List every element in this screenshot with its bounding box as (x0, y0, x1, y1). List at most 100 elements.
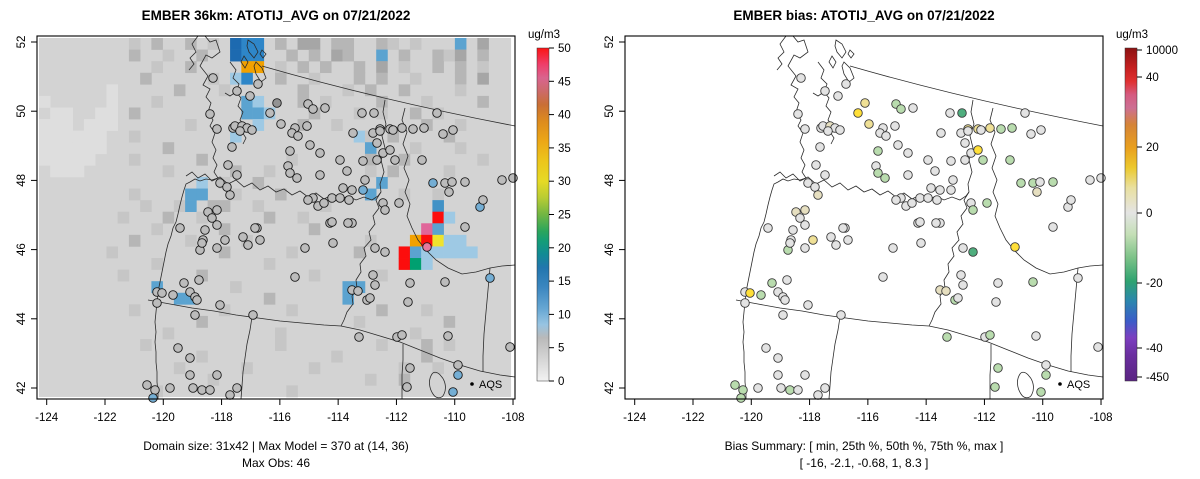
plot-frame (36, 35, 516, 400)
site-marker (1096, 173, 1106, 183)
site-marker (272, 98, 282, 108)
site-marker (315, 148, 325, 158)
site-marker (152, 298, 162, 308)
site-marker (212, 124, 222, 134)
site-marker (800, 205, 810, 215)
svg-text:-116: -116 (269, 412, 291, 424)
site-marker (197, 238, 207, 248)
svg-text:-124: -124 (623, 412, 647, 424)
site-marker (780, 295, 790, 305)
aqs-legend-label: AQS (479, 379, 502, 391)
site-marker (205, 109, 215, 119)
site-marker (440, 277, 450, 287)
site-marker (800, 370, 810, 380)
site-marker (968, 247, 978, 257)
svg-text:10000: 10000 (1146, 45, 1178, 57)
svg-text:20: 20 (1146, 142, 1159, 154)
site-marker (833, 91, 843, 101)
site-marker (982, 198, 992, 208)
site-marker (953, 293, 963, 303)
right-caption-line2: [ -16, -2.1, -0.68, 1, 8.3 ] (799, 456, 929, 470)
site-marker (915, 193, 925, 203)
site-marker (438, 129, 448, 139)
site-marker (165, 383, 175, 393)
site-marker (1035, 177, 1045, 187)
svg-text:50: 50 (16, 105, 28, 118)
site-marker (327, 193, 337, 203)
site-marker (991, 297, 1001, 307)
svg-text:46: 46 (604, 243, 616, 256)
site-marker (878, 272, 888, 282)
svg-text:15: 15 (558, 276, 571, 288)
right-map-panel: AQS -124 -122 -120 -118 -116 -114 -112 -110 -108 4… (604, 29, 1178, 424)
site-marker (444, 187, 454, 197)
site-marker (945, 108, 955, 118)
site-marker (380, 205, 390, 215)
site-marker (360, 175, 370, 185)
site-marker (811, 160, 821, 170)
site-marker (773, 370, 783, 380)
aqs-legend-label: AQS (1067, 379, 1090, 391)
site-marker (343, 218, 353, 228)
site-marker (993, 363, 1003, 373)
site-marker (370, 280, 380, 290)
svg-text:-112: -112 (385, 412, 407, 424)
site-marker (978, 155, 988, 165)
site-marker (936, 128, 946, 138)
svg-text:-108: -108 (502, 412, 525, 424)
svg-text:-120: -120 (152, 412, 175, 424)
site-marker (960, 155, 970, 165)
site-marker (453, 360, 463, 370)
left-map-panel: AQS -124 -122 -120 -118 -116 -114 -112 -110 -108 4… (16, 29, 571, 424)
site-marker (800, 243, 810, 253)
site-marker (344, 195, 354, 205)
site-marker (968, 205, 978, 215)
site-marker (1048, 222, 1058, 232)
site-marker (508, 173, 518, 183)
svg-text:-120: -120 (740, 412, 763, 424)
site-marker (976, 125, 986, 135)
site-marker (853, 108, 863, 118)
site-marker (215, 178, 225, 188)
site-marker (403, 297, 413, 307)
svg-text:-112: -112 (973, 412, 995, 424)
site-marker (390, 155, 400, 165)
site-marker (1073, 273, 1083, 283)
site-marker (338, 183, 348, 193)
svg-text:45: 45 (558, 76, 571, 88)
svg-text:-40: -40 (1146, 343, 1163, 355)
site-marker (357, 108, 367, 118)
site-marker (370, 243, 380, 253)
site-marker (820, 383, 830, 393)
site-marker (335, 155, 345, 165)
site-marker (931, 218, 941, 228)
site-marker (157, 288, 167, 298)
site-marker (903, 148, 913, 158)
svg-text:40: 40 (558, 110, 571, 122)
site-marker (808, 235, 818, 245)
svg-text:-122: -122 (681, 412, 704, 424)
site-marker (873, 168, 883, 178)
site-marker (227, 142, 237, 152)
y-axis: 42 44 46 48 50 52 (604, 36, 625, 395)
site-marker (890, 121, 900, 131)
site-marker (368, 270, 378, 280)
site-marker (1093, 342, 1103, 352)
svg-text:-114: -114 (915, 412, 938, 424)
site-marker (864, 119, 874, 129)
site-marker (785, 385, 795, 395)
svg-text:42: 42 (604, 382, 616, 395)
site-marker (881, 131, 891, 141)
site-marker (893, 140, 903, 150)
site-marker (405, 363, 415, 373)
site-marker (250, 223, 260, 233)
site-marker (235, 126, 245, 136)
site-marker (276, 119, 286, 129)
site-marker (192, 295, 202, 305)
site-marker (993, 278, 1003, 288)
site-marker (1016, 178, 1026, 188)
site-marker (265, 108, 275, 118)
site-marker (973, 145, 983, 155)
site-marker (1007, 123, 1017, 133)
site-marker (220, 235, 230, 245)
